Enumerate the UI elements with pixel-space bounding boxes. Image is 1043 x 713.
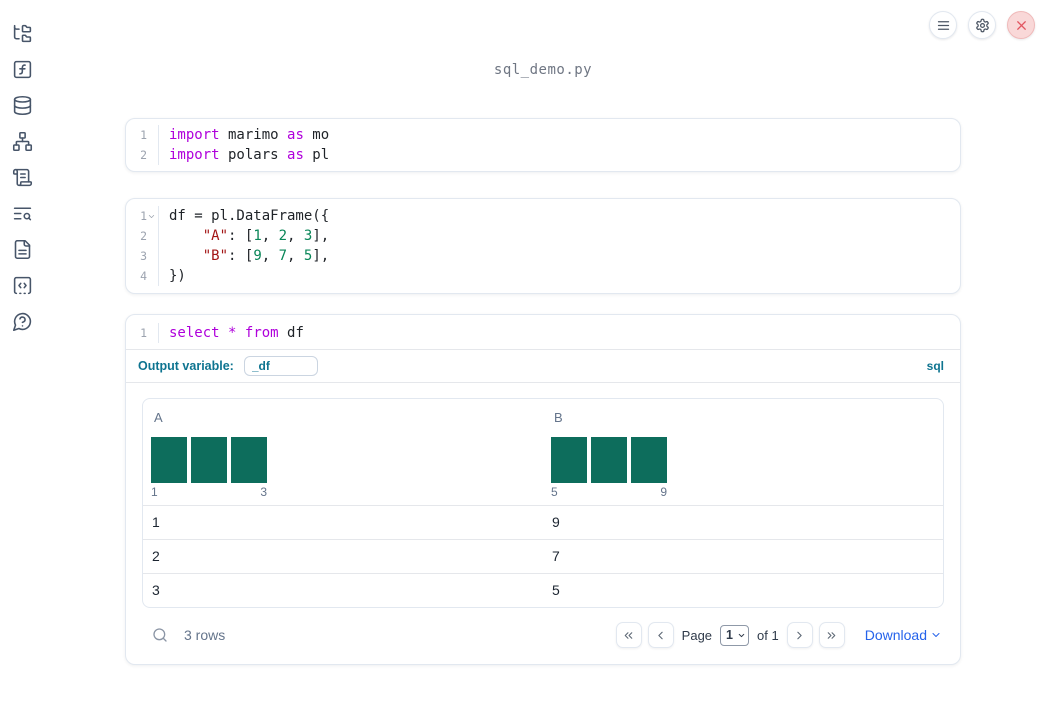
code-text[interactable]: import marimo as mo [169,127,330,143]
first-page-button[interactable] [615,622,642,648]
axis-tick: 1 [151,485,158,499]
line-number: 2 [140,229,147,243]
column-label: B [554,410,563,425]
table-row: 1 9 [143,505,943,539]
download-button[interactable]: Download [865,627,942,643]
last-page-button[interactable] [818,622,845,648]
code-line: 1 select * from df [126,323,960,343]
page-label: Page [681,627,713,643]
helper-panel-sidebar [0,0,44,713]
pagination-controls: Page 1 of 1 [615,622,942,648]
column-label: A [154,410,163,425]
code-text[interactable]: select * from df [169,325,304,341]
menu-button[interactable] [929,11,957,39]
table-cell: 3 [152,582,160,598]
search-button[interactable] [151,626,169,644]
variables-icon[interactable] [10,57,34,81]
column-header-a[interactable]: A 1 3 [143,399,543,505]
chevron-down-icon [932,633,940,637]
language-badge[interactable]: sql [926,359,944,373]
scratchpad-icon[interactable] [10,165,34,189]
notebook-actions-toolbar [929,11,1035,39]
line-number: 2 [140,148,147,162]
code-line: 3 "B": [9, 7, 5], [126,246,960,266]
axis-tick: 5 [551,485,558,499]
notebook-filename[interactable]: sql_demo.py [493,62,593,78]
histogram-bar [551,437,587,483]
histogram-column-a [151,437,267,483]
fold-chevron-icon[interactable] [147,211,158,221]
table-cell: 2 [152,548,160,564]
next-page-button[interactable] [786,622,813,648]
line-number: 1 [140,209,147,223]
divider [126,382,960,383]
search-icon [153,628,167,642]
table-row: 3 5 [143,573,943,607]
table-cell: 9 [552,514,560,530]
code-line: 2 "A": [1, 2, 3], [126,226,960,246]
histogram-bar [631,437,667,483]
chevron-right-icon [797,631,802,639]
settings-button[interactable] [968,11,996,39]
table-footer: 3 rows Page 1 [142,620,944,652]
shutdown-button[interactable] [1007,11,1035,39]
code-text[interactable]: import polars as pl [169,147,330,163]
code-text[interactable]: df = pl.DataFrame({ [169,208,330,224]
code-cell-imports[interactable]: 1 import marimo as mo 2 import polars as… [125,118,961,172]
histogram-bar [151,437,187,483]
output-variable-label: Output variable: [138,359,234,373]
code-text[interactable]: }) [169,268,186,284]
gear-icon [975,18,989,32]
divider [126,349,960,350]
documentation-icon[interactable] [10,237,34,261]
code-line: 1 df = pl.DataFrame({ [126,206,960,226]
file-explorer-icon[interactable] [10,21,34,45]
axis-tick: 9 [660,485,667,499]
line-number: 4 [140,269,147,283]
code-line: 2 import polars as pl [126,145,960,165]
chevrons-right-icon [827,631,836,639]
chevrons-left-icon [624,631,633,639]
table-cell: 7 [552,548,560,564]
table-row: 2 7 [143,539,943,573]
row-count: 3 rows [184,627,226,643]
hamburger-menu-icon [937,20,949,30]
snippets-icon[interactable] [10,273,34,297]
code-text[interactable]: "A": [1, 2, 3], [202,228,330,244]
column-header-b[interactable]: B 5 9 [543,399,943,505]
data-sources-icon[interactable] [10,93,34,117]
table-cell: 1 [152,514,160,530]
code-text[interactable]: "B": [9, 7, 5], [202,248,330,264]
table-cell: 5 [552,582,560,598]
page-select[interactable]: 1 [720,624,750,646]
histogram-bar [231,437,267,483]
histogram-column-b [551,437,667,483]
code-line: 4 }) [126,266,960,286]
axis-tick: 3 [260,485,267,499]
code-line: 1 import marimo as mo [126,125,960,145]
help-chat-icon[interactable] [10,309,34,333]
output-variable-input[interactable] [243,356,318,376]
close-x-icon [1016,20,1026,30]
notebook-column: sql_demo.py 1 import marimo as mo 2 impo… [125,0,961,665]
table-header-row: A 1 3 B [143,399,943,505]
dataframe-table: A 1 3 B [142,398,944,608]
sql-output-area: A 1 3 B [126,383,960,664]
line-number: 3 [140,249,147,263]
code-cell-dataframe[interactable]: 1 df = pl.DataFrame({ 2 "A": [1, 2, 3], … [125,198,961,294]
histogram-bar [191,437,227,483]
histogram-bar [591,437,627,483]
page-of-label: of 1 [757,627,779,643]
dependency-graph-icon[interactable] [10,129,34,153]
logs-icon[interactable] [10,201,34,225]
line-number: 1 [140,128,147,142]
sql-cell: 1 select * from df Output variable: sql … [125,314,961,665]
output-variable-row: Output variable: sql [126,350,960,382]
line-number: 1 [140,326,147,340]
previous-page-button[interactable] [647,622,674,648]
chevron-left-icon [658,631,663,639]
